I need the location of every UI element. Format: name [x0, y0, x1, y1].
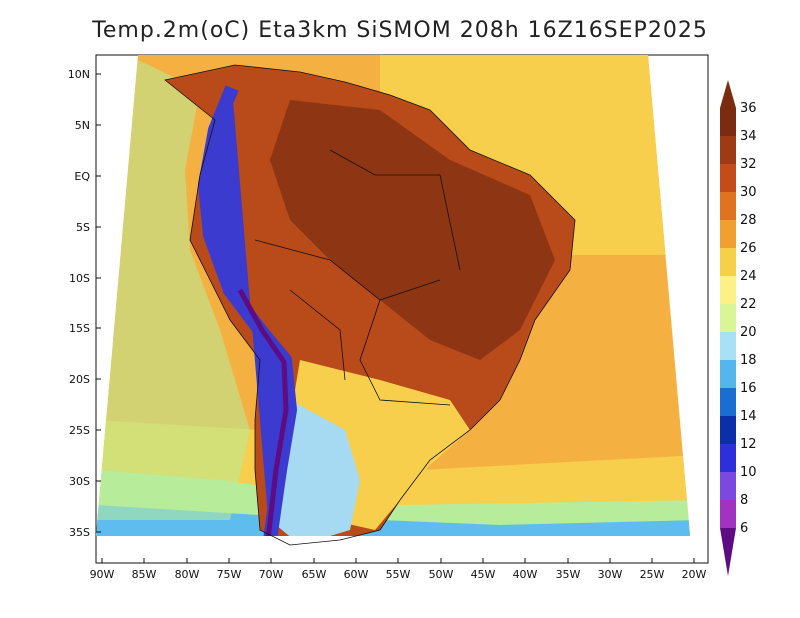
lat-tick: 10S — [69, 272, 90, 285]
pacific-cool-coast — [96, 60, 250, 520]
lat-tick: 15S — [69, 322, 90, 335]
colorbar-top-arrow — [720, 80, 736, 108]
lat-tick: 25S — [69, 424, 90, 437]
colorbar-swatch — [720, 304, 736, 332]
colorbar-label: 12 — [740, 437, 757, 452]
lat-tick: 5N — [75, 119, 90, 132]
colorbar-bottom-arrow — [720, 528, 736, 576]
amazon-hot-core — [270, 100, 555, 360]
colorbar-label: 30 — [740, 185, 757, 200]
colorbar-label: 18 — [740, 353, 757, 368]
temperature-field — [96, 55, 690, 536]
colorbar-swatch — [720, 332, 736, 360]
colorbar-label: 8 — [740, 493, 748, 508]
colorbar-label: 16 — [740, 381, 757, 396]
colorbar-label: 34 — [740, 129, 757, 144]
lon-tick: 75W — [217, 568, 242, 581]
colorbar-swatch — [720, 192, 736, 220]
colorbar-swatch — [720, 248, 736, 276]
ocean-south-band — [96, 505, 690, 536]
lat-tick: 10N — [68, 68, 90, 81]
lon-tick: 55W — [386, 568, 411, 581]
colorbar-swatch — [720, 276, 736, 304]
lon-tick: 60W — [344, 568, 369, 581]
lon-tick: 30W — [598, 568, 623, 581]
lat-tick: 5S — [76, 221, 90, 234]
lon-tick: 90W — [90, 568, 115, 581]
colorbar-swatch — [720, 136, 736, 164]
colorbar-label: 32 — [740, 157, 757, 172]
colorbar-label: 24 — [740, 269, 757, 284]
lon-tick: 20W — [682, 568, 707, 581]
colorbar-label: 10 — [740, 465, 757, 480]
colorbar-label: 26 — [740, 241, 757, 256]
colorbar-label: 20 — [740, 325, 757, 340]
colorbar: 36 34 32 30 28 26 24 22 20 18 16 14 12 1… — [720, 80, 757, 576]
country-borders — [164, 64, 576, 546]
colorbar-swatch — [720, 164, 736, 192]
colorbar-swatch — [720, 416, 736, 444]
colorbar-swatch — [720, 500, 736, 528]
lon-tick: 70W — [259, 568, 284, 581]
latitude-axis: 10N 5N EQ 5S 10S 15S 20S 25S 30S 35S — [68, 68, 101, 539]
lon-tick: 85W — [132, 568, 157, 581]
lon-tick: 50W — [429, 568, 454, 581]
lon-tick: 65W — [302, 568, 327, 581]
longitude-axis: 90W 85W 80W 75W 70W 65W 60W 55W 50W 45W … — [90, 558, 707, 581]
lon-tick: 80W — [175, 568, 200, 581]
colorbar-swatch — [720, 220, 736, 248]
colorbar-label: 28 — [740, 213, 757, 228]
andes-range — [198, 85, 297, 536]
colorbar-swatch — [720, 360, 736, 388]
lon-tick: 25W — [640, 568, 665, 581]
colorbar-label: 22 — [740, 297, 757, 312]
lon-tick: 35W — [556, 568, 581, 581]
colorbar-label: 14 — [740, 409, 757, 424]
lon-tick: 45W — [471, 568, 496, 581]
lat-tick: 35S — [69, 526, 90, 539]
colorbar-swatch — [720, 108, 736, 136]
colorbar-swatch — [720, 444, 736, 472]
colorbar-label: 6 — [740, 521, 748, 536]
andes-peaks — [237, 288, 289, 536]
colorbar-label: 36 — [740, 101, 757, 116]
lat-tick: EQ — [74, 170, 90, 183]
colorbar-swatch — [720, 388, 736, 416]
colorbar-swatch — [720, 472, 736, 500]
lat-tick: 20S — [69, 373, 90, 386]
lat-tick: 30S — [69, 475, 90, 488]
map-title: Temp.2m(oC) Eta3km SiSMOM 208h 16Z16SEP2… — [92, 18, 708, 43]
lon-tick: 40W — [513, 568, 538, 581]
